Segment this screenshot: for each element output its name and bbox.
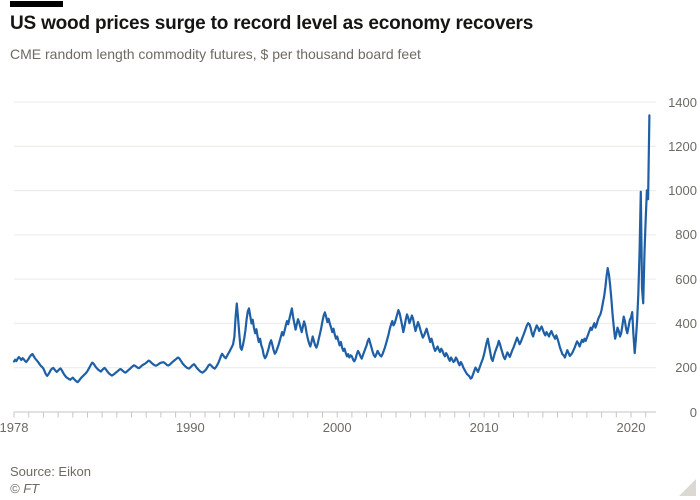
x-axis-tick-label: 1978	[0, 420, 29, 435]
source-credit: Source: Eikon	[10, 464, 91, 479]
y-axis-tick-label: 1400	[668, 94, 697, 110]
x-axis-tick-label: 1990	[175, 420, 205, 435]
y-axis-tick-label: 800	[675, 227, 697, 243]
y-axis-tick-label: 200	[675, 360, 697, 376]
chart-subtitle: CME random length commodity futures, $ p…	[10, 46, 421, 62]
chart-title: US wood prices surge to record level as …	[10, 13, 534, 34]
y-axis-tick-label: 0	[689, 404, 697, 420]
y-axis-tick-label: 1200	[668, 138, 697, 154]
resize-grip-icon[interactable]	[679, 479, 696, 496]
x-axis-tick-label: 2010	[469, 420, 499, 435]
ft-copyright: © FT	[10, 481, 40, 496]
y-axis-tick-label: 400	[675, 315, 697, 331]
x-axis-tick-label: 2000	[322, 420, 352, 435]
ft-top-bar	[10, 1, 63, 7]
y-axis-tick-label: 1000	[668, 183, 697, 199]
x-axis-tick-label: 2020	[616, 420, 646, 435]
y-axis-tick-label: 600	[675, 271, 697, 287]
price-line-series	[12, 114, 651, 384]
